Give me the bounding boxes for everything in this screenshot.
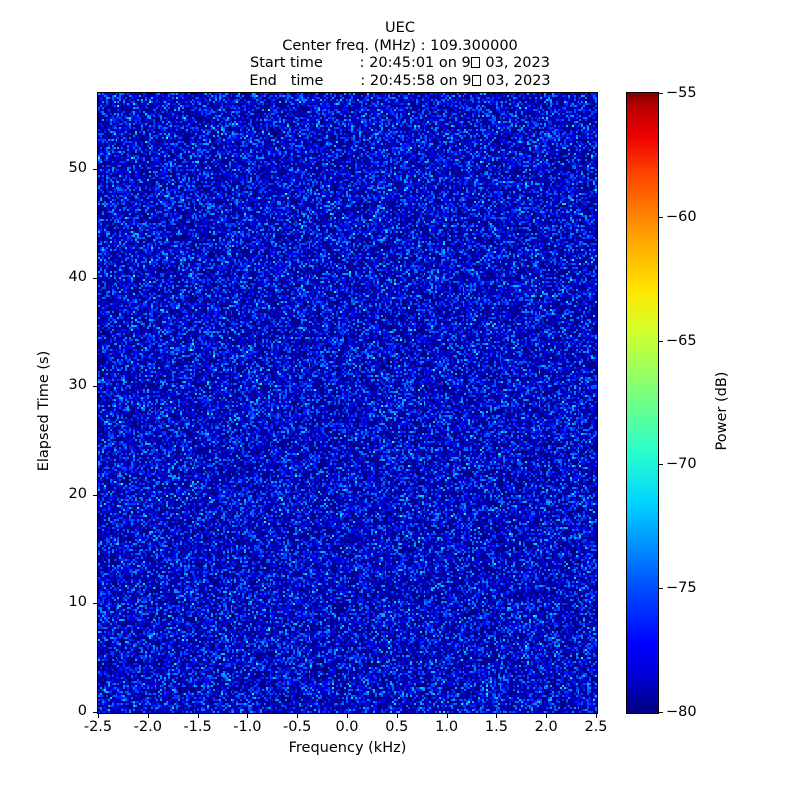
colorbar-tick [659, 588, 663, 590]
y-axis-tick [93, 712, 97, 713]
y-axis-tick-label: 0 [77, 703, 87, 719]
colorbar-tick [659, 712, 663, 713]
y-axis-tick [93, 277, 97, 279]
colorbar-tick-label: −55 [666, 85, 697, 101]
end-date-text: 03, 2023 [481, 72, 551, 89]
x-axis-tick [496, 714, 498, 718]
title-line-center-freq: Center freq. (MHz) : 109.300000 [282, 37, 518, 54]
y-axis-tick [93, 494, 97, 496]
x-axis-tick [596, 714, 597, 718]
y-axis-tick [93, 603, 97, 605]
x-axis-label: Frequency (kHz) [288, 740, 407, 756]
x-axis-tick [347, 714, 348, 718]
x-axis-tick-label: 1.0 [435, 719, 459, 735]
y-axis-tick [93, 169, 97, 171]
spectrogram-image [98, 93, 597, 713]
start-date-text: 03, 2023 [480, 55, 550, 71]
x-axis-tick [98, 714, 99, 718]
colorbar-tick [659, 93, 663, 94]
y-axis-label: Elapsed Time (s) [36, 350, 52, 472]
x-axis-tick [247, 714, 249, 718]
colorbar-tick-label: −70 [666, 456, 697, 473]
x-axis-tick-label: 0.5 [385, 719, 409, 735]
x-axis-tick-label: 2.5 [584, 719, 608, 735]
y-axis-tick-label: 20 [68, 485, 87, 502]
missing-glyph-icon [471, 74, 481, 86]
start-time-text: Start time : 20:45:01 on 9 [250, 55, 471, 71]
colorbar-tick-label: −65 [666, 332, 697, 349]
y-axis-tick-label: 10 [68, 594, 87, 611]
missing-glyph-icon [471, 57, 481, 68]
x-axis-tick [446, 714, 448, 718]
y-axis-tick [93, 386, 97, 388]
title-line-end-time: End time : 20:45:58 on 9 03, 2023 [0, 73, 800, 91]
x-axis-tick-label: -2.0 [133, 719, 162, 735]
colorbar-tick [659, 464, 663, 466]
y-axis-tick-label: 30 [68, 377, 87, 394]
colorbar-label: Power (dB) [714, 371, 730, 451]
x-axis-tick-label: 0.0 [335, 719, 359, 735]
x-axis-tick-label: -1.5 [183, 719, 212, 735]
colorbar-tick [659, 340, 663, 342]
x-axis-tick [147, 714, 149, 718]
x-axis-tick [197, 714, 199, 718]
x-axis-tick-label: 2.0 [534, 719, 558, 735]
end-time-text: End time : 20:45:58 on 9 [249, 72, 472, 89]
colorbar-tick-label: −80 [666, 704, 697, 720]
spectrogram-plot-area[interactable] [97, 92, 598, 714]
x-axis-tick [546, 714, 548, 718]
x-axis-tick [396, 714, 398, 718]
y-axis-tick-label: 50 [68, 160, 87, 177]
colorbar-tick-label: −75 [666, 580, 697, 597]
x-axis-tick-label: -1.0 [233, 719, 262, 735]
x-axis-tick [297, 714, 299, 718]
colorbar[interactable] [626, 92, 659, 714]
colorbar-tick [659, 216, 663, 218]
x-axis-tick-label: -0.5 [283, 719, 312, 735]
colorbar-tick-label: −60 [666, 208, 697, 225]
title-line-station: UEC [385, 20, 415, 36]
x-axis-tick-label: 1.5 [484, 719, 508, 735]
figure-title: UEC Center freq. (MHz) : 109.300000 Star… [0, 20, 800, 90]
y-axis-tick-label: 40 [68, 268, 87, 285]
x-axis-tick-label: -2.5 [83, 719, 113, 735]
title-line-start-time: Start time : 20:45:01 on 9 03, 2023 [0, 55, 800, 73]
